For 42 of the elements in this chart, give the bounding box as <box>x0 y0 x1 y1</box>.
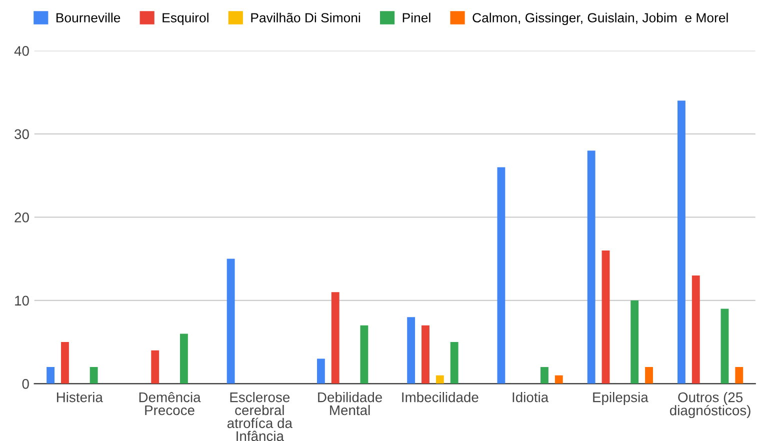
legend-label: Bourneville <box>56 12 120 22</box>
x-tick-label: Histeria <box>57 392 103 402</box>
bar <box>587 150 596 384</box>
bar <box>497 167 506 384</box>
x-tick-label: Esclerose cerebral atrofíca da Infância <box>227 392 292 441</box>
bar <box>61 342 69 384</box>
x-tick-label: Idiotia <box>512 392 549 402</box>
legend-label: Esquirol <box>162 12 208 26</box>
bar <box>720 308 729 384</box>
bar <box>645 367 653 384</box>
bar <box>180 334 188 384</box>
x-tick-label: Debilidade Mental <box>318 392 382 416</box>
y-tick-label: 0 <box>22 379 29 389</box>
legend-label: Calmon, Gissinger, Guislain, Jobim e Morel <box>472 12 728 26</box>
y-tick-label: 20 <box>14 212 29 222</box>
x-tick-label: Outros (25 diagnósticos) <box>670 392 750 418</box>
bar <box>436 375 444 384</box>
bar <box>331 292 340 384</box>
y-tick-label: 30 <box>14 129 29 140</box>
bar <box>630 300 639 384</box>
bar <box>226 258 235 384</box>
bar <box>407 317 416 384</box>
bar <box>422 325 430 384</box>
bar <box>316 358 325 384</box>
bar <box>450 342 458 384</box>
legend-label: Pinel <box>402 12 430 22</box>
bar <box>540 367 548 384</box>
y-tick-label: 10 <box>15 296 29 306</box>
bar <box>360 325 368 384</box>
bar <box>735 367 744 384</box>
legend-label: Pavilhão Di Simoni <box>251 12 360 22</box>
bar <box>90 367 98 384</box>
bar <box>602 250 610 384</box>
bar <box>151 350 160 384</box>
x-tick-label: Imbecilidade <box>402 392 478 402</box>
y-tick-label: 40 <box>14 46 29 56</box>
bar <box>678 100 686 384</box>
x-tick-label: Demência Precoce <box>139 392 201 416</box>
x-tick-label: Epilepsia <box>593 392 648 405</box>
bar <box>692 275 700 384</box>
bar <box>554 375 563 384</box>
bar <box>46 367 55 384</box>
